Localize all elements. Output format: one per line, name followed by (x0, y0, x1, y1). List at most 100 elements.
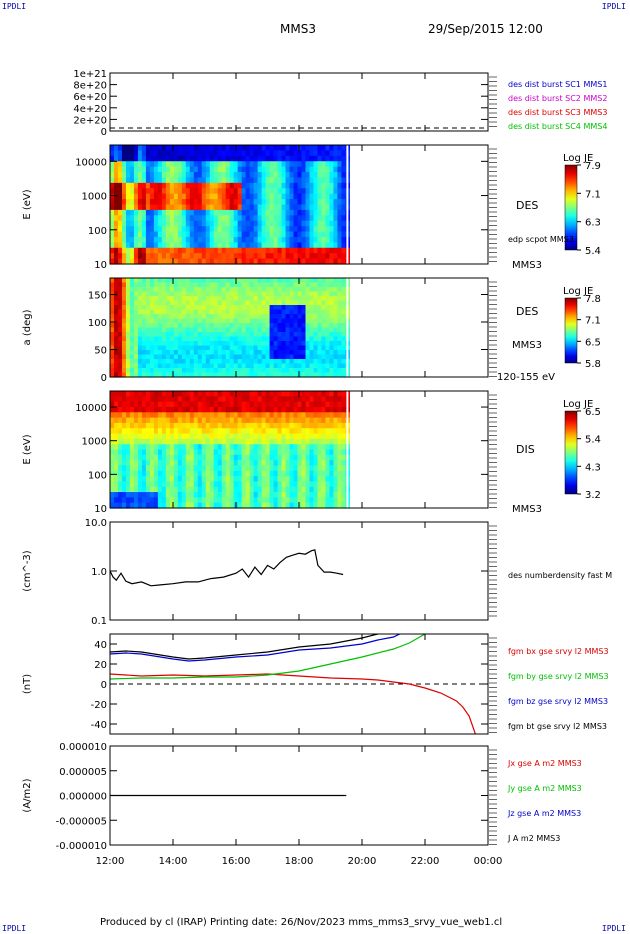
heatmap-cell (317, 323, 323, 329)
heatmap-cell (273, 291, 279, 297)
heatmap-cell (273, 278, 279, 284)
heatmap-cell (249, 327, 255, 333)
spacecraft-label: MMS3 (512, 260, 542, 271)
heatmap-cell (209, 231, 215, 238)
heatmap-cell (325, 372, 331, 378)
heatmap-cell (193, 460, 199, 467)
heatmap-cell (257, 226, 263, 233)
heatmap-cell (193, 226, 199, 233)
spacecraft-title: MMS3 (280, 22, 316, 36)
heatmap-cell (273, 150, 279, 157)
heatmap-cell (273, 247, 279, 254)
heatmap-cell (197, 282, 203, 288)
heatmap-cell (137, 236, 143, 243)
heatmap-cell (313, 161, 319, 168)
heatmap-cell (173, 486, 179, 493)
heatmap-cell (257, 220, 263, 227)
heatmap-cell (193, 166, 199, 173)
heatmap-cell (221, 449, 227, 456)
heatmap-cell (241, 226, 247, 233)
heatmap-cell (257, 481, 263, 488)
heatmap-cell (297, 318, 303, 324)
heatmap-cell (289, 433, 295, 440)
heatmap-cell (165, 486, 171, 493)
heatmap-cell (185, 336, 191, 342)
heatmap-cell (261, 470, 267, 477)
heatmap-cell (257, 492, 263, 498)
heatmap-cell (213, 470, 219, 477)
heatmap-cell (341, 258, 347, 265)
heatmap-cell (157, 481, 163, 488)
heatmap-cell (321, 314, 327, 320)
heatmap-cell (309, 296, 315, 302)
heatmap-cell (333, 215, 339, 222)
heatmap-cell (225, 291, 231, 297)
heatmap-cell (117, 253, 123, 260)
heatmap-cell (253, 231, 259, 238)
heatmap-cell (185, 332, 191, 338)
heatmap-cell (261, 454, 267, 461)
heatmap-cell (193, 231, 199, 238)
heatmap-cell (217, 481, 223, 488)
heatmap-cell (125, 372, 131, 378)
heatmap-cell (225, 428, 231, 435)
heatmap-cell (153, 236, 159, 243)
heatmap-cell (185, 236, 191, 243)
heatmap-cell (249, 236, 255, 243)
heatmap-cell (265, 155, 271, 162)
heatmap-cell (289, 449, 295, 456)
heatmap-cell (157, 291, 163, 297)
heatmap-cell (113, 161, 119, 168)
heatmap-cell (177, 242, 183, 249)
heatmap-cell (237, 406, 243, 413)
heatmap-cell (129, 150, 135, 157)
heatmap-cell (293, 242, 299, 249)
heatmap-cell (337, 422, 343, 429)
heatmap-cell (285, 253, 291, 260)
heatmap-cell (209, 161, 215, 168)
heatmap-cell (337, 465, 343, 472)
heatmap-cell (249, 476, 255, 483)
colorbar (564, 164, 578, 251)
heatmap-cell (325, 354, 331, 360)
heatmap-cell (169, 236, 175, 243)
heatmap-cell (201, 350, 207, 356)
heatmap-cell (189, 253, 195, 260)
heatmap-cell (221, 150, 227, 157)
heatmap-cell (253, 236, 259, 243)
heatmap-cell (125, 454, 131, 461)
heatmap-cell (293, 323, 299, 329)
heatmap-cell (337, 155, 343, 162)
heatmap-cell (201, 209, 207, 216)
heatmap-cell (309, 341, 315, 347)
heatmap-cell (341, 161, 347, 168)
heatmap-cell (177, 406, 183, 413)
heatmap-cell (329, 422, 335, 429)
heatmap-cell (325, 341, 331, 347)
heatmap-cell (141, 150, 147, 157)
heatmap-cell (149, 204, 155, 211)
heatmap-cell (293, 396, 299, 403)
heatmap-cell (145, 497, 151, 504)
heatmap-cell (309, 287, 315, 293)
heatmap-cell (161, 433, 167, 440)
heatmap-cell (133, 282, 139, 288)
heatmap-cell (233, 193, 239, 200)
heatmap-cell (317, 327, 323, 333)
heatmap-cell (249, 401, 255, 408)
legend-entry: fgm by gse srvy l2 MMS3 (508, 672, 609, 681)
heatmap-cell (317, 182, 323, 189)
heatmap-cell (121, 314, 127, 320)
heatmap-cell (169, 314, 175, 320)
heatmap-cell (301, 476, 307, 483)
heatmap-cell (177, 470, 183, 477)
heatmap-cell (165, 209, 171, 216)
heatmap-cell (293, 401, 299, 408)
heatmap-cell (289, 428, 295, 435)
heatmap-cell (313, 359, 319, 365)
heatmap-cell (333, 412, 339, 419)
heatmap-cell (281, 332, 287, 338)
heatmap-cell (229, 220, 235, 227)
heatmap-cell (337, 242, 343, 249)
heatmap-cell (121, 336, 127, 342)
